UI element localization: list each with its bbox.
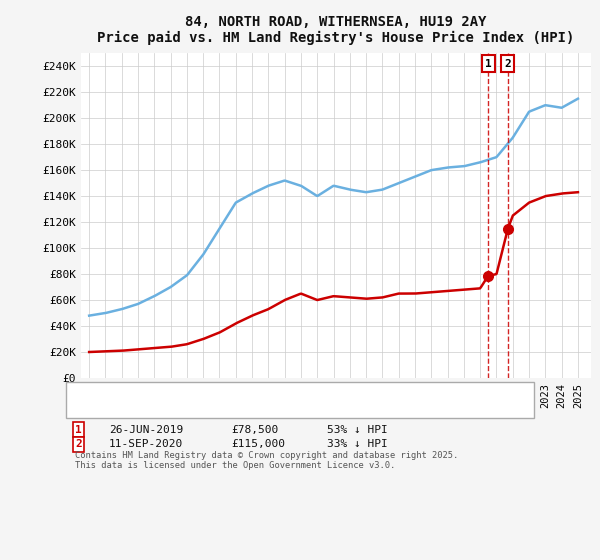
Text: 1: 1: [75, 424, 82, 435]
Text: Contains HM Land Registry data © Crown copyright and database right 2025.
This d: Contains HM Land Registry data © Crown c…: [75, 451, 458, 470]
Text: 2: 2: [75, 439, 82, 449]
Text: £115,000: £115,000: [231, 439, 285, 449]
Text: 11-SEP-2020: 11-SEP-2020: [109, 439, 184, 449]
Text: HPI: Average price, semi-detached house, East Riding of Yorkshire: HPI: Average price, semi-detached house,…: [111, 404, 501, 414]
Text: 53% ↓ HPI: 53% ↓ HPI: [327, 424, 388, 435]
Text: 2: 2: [505, 59, 511, 68]
Text: £78,500: £78,500: [231, 424, 278, 435]
Text: ——: ——: [75, 388, 90, 402]
Text: 84, NORTH ROAD, WITHERNSEA, HU19 2AY (semi-detached house): 84, NORTH ROAD, WITHERNSEA, HU19 2AY (se…: [111, 390, 459, 400]
Text: ——: ——: [75, 402, 90, 416]
Text: 1: 1: [485, 59, 491, 68]
Text: 33% ↓ HPI: 33% ↓ HPI: [327, 439, 388, 449]
Text: 26-JUN-2019: 26-JUN-2019: [109, 424, 184, 435]
Title: 84, NORTH ROAD, WITHERNSEA, HU19 2AY
Price paid vs. HM Land Registry's House Pri: 84, NORTH ROAD, WITHERNSEA, HU19 2AY Pri…: [97, 15, 575, 45]
